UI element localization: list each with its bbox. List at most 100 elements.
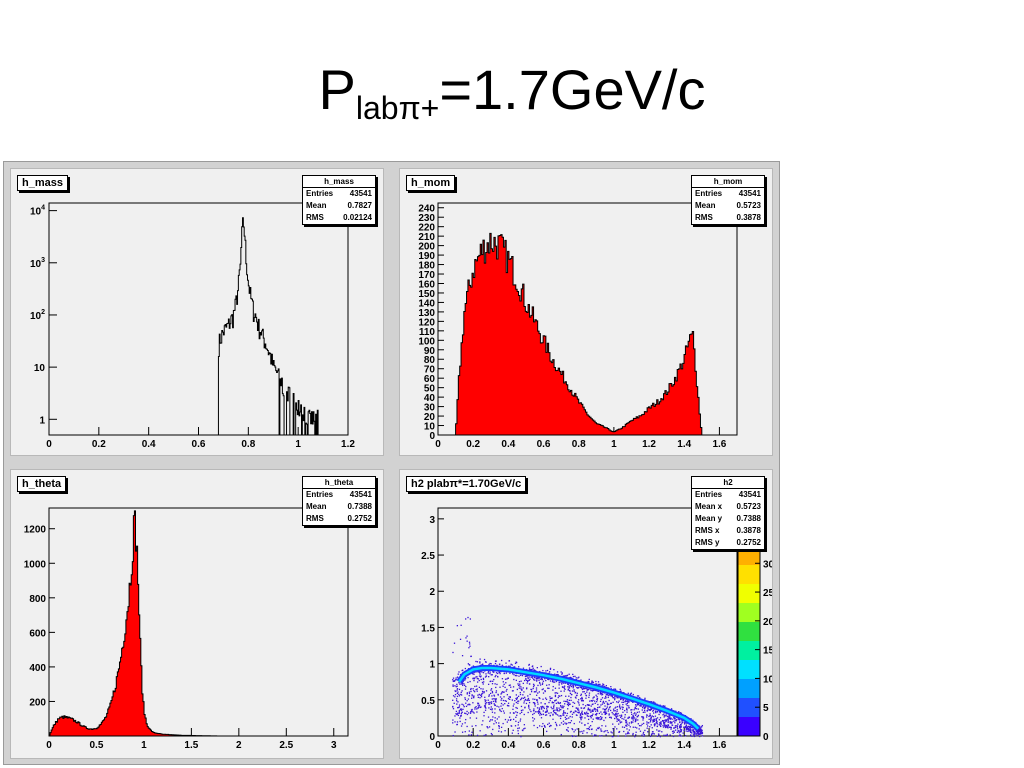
density-point (577, 677, 579, 679)
density-point (494, 683, 496, 685)
density-point (618, 719, 620, 721)
density-point (491, 709, 493, 711)
histogram-series (217, 217, 319, 436)
density-point (588, 678, 590, 681)
density-point (578, 702, 580, 704)
density-point (637, 708, 640, 710)
density-point (570, 685, 573, 688)
density-point (695, 733, 697, 735)
root-canvas: 0 0.2 0.4 0.6 0.8 1 1.2 1 10 102 103 104 h_mass h_mas… (3, 161, 780, 765)
density-point (485, 699, 487, 702)
density-point (650, 734, 653, 736)
density-point (506, 704, 509, 707)
density-point (560, 708, 562, 711)
density-point (608, 714, 610, 716)
density-point (468, 663, 470, 666)
stats-header: h_mom (692, 176, 764, 188)
density-point (564, 703, 566, 705)
density-point (572, 685, 575, 688)
density-point (581, 722, 583, 724)
density-point (684, 735, 687, 737)
density-point (534, 698, 536, 701)
density-point (488, 707, 490, 709)
density-point (649, 726, 651, 728)
density-point (657, 730, 660, 732)
density-point (472, 711, 474, 713)
density-point (632, 714, 634, 717)
density-point (547, 678, 549, 680)
density-point (524, 707, 526, 709)
density-point (501, 691, 504, 693)
y-tick-label: 190 (418, 251, 435, 262)
density-point (551, 697, 553, 699)
density-point (620, 714, 623, 716)
density-point (537, 684, 539, 687)
density-point (596, 699, 598, 701)
density-point (490, 702, 493, 705)
density-point (478, 671, 481, 673)
density-point (456, 721, 459, 723)
plot-svg-h2: 0 0.2 0.4 0.6 0.8 1 1.2 1.4 1.600.511.522.530510… (421, 507, 772, 751)
density-point (505, 690, 507, 692)
density-point (562, 712, 564, 715)
stats-key: Mean (306, 502, 327, 511)
density-point (544, 678, 546, 680)
density-point (698, 727, 701, 729)
stats-box: h2 Entries 43541 Mean x 0.5723 Mean y 0.7388 RM… (691, 476, 765, 550)
density-point (563, 685, 566, 687)
x-tick-label: 1.2 (642, 740, 656, 751)
density-point (492, 700, 495, 703)
density-point (646, 727, 648, 729)
y-tick-label: 30 (424, 403, 436, 414)
density-point (572, 701, 574, 704)
density-point (578, 704, 580, 706)
density-point (533, 708, 535, 710)
density-point (492, 728, 494, 731)
density-point (634, 714, 637, 716)
density-point (596, 709, 599, 711)
density-point (596, 716, 598, 719)
density-point (589, 710, 591, 712)
density-point (510, 725, 512, 727)
density-point (566, 714, 568, 717)
density-point (482, 688, 484, 690)
density-point (489, 701, 491, 703)
density-point (612, 701, 614, 703)
density-point (546, 706, 548, 708)
x-tick-label: 1 (611, 439, 617, 450)
density-point (598, 717, 600, 719)
density-point (568, 686, 570, 688)
density-point (555, 680, 558, 683)
density-point (625, 703, 627, 705)
density-point (560, 690, 562, 692)
density-point (567, 726, 569, 729)
density-point (632, 719, 634, 721)
density-point (505, 672, 507, 674)
density-point (460, 691, 462, 694)
colorbar-segment (738, 717, 760, 736)
density-point (538, 708, 541, 711)
density-point (465, 702, 467, 704)
density-point (515, 716, 517, 718)
density-point (534, 705, 536, 707)
density-point (454, 731, 456, 733)
colorbar-segment (738, 641, 760, 660)
density-point (637, 703, 640, 706)
density-point (666, 715, 669, 718)
density-point (452, 677, 455, 679)
density-point (685, 725, 687, 727)
density-point (650, 716, 652, 718)
density-point (591, 681, 593, 683)
density-point (509, 712, 511, 714)
density-point (591, 690, 594, 692)
density-point (554, 728, 556, 730)
density-point (629, 694, 632, 696)
density-point (632, 726, 634, 728)
y-tick-label: 3 (429, 515, 435, 526)
density-point (481, 690, 484, 693)
density-point (691, 727, 693, 729)
density-point (631, 713, 633, 715)
density-point (458, 693, 460, 696)
density-point (614, 717, 616, 720)
